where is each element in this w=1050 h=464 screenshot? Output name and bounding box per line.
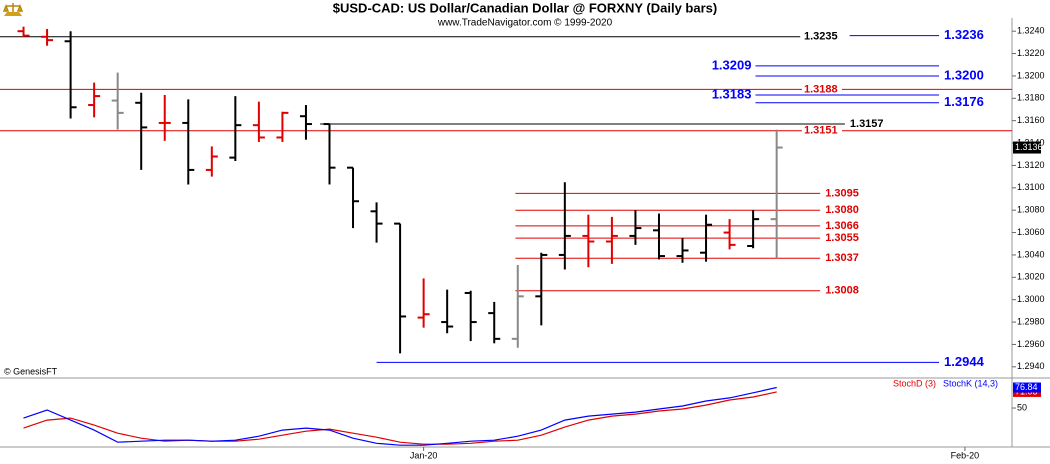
indicator-last-label: 76.84 (1015, 382, 1038, 392)
y-tick-label: 1.3080 (1017, 205, 1045, 215)
level-label: 1.3235 (804, 31, 838, 43)
legend-entry: StochD (3) (893, 378, 936, 388)
last-price-box (1013, 141, 1041, 154)
level-label: 1.3209 (712, 57, 752, 72)
level-label: 1.3008 (825, 285, 859, 297)
level-label-bg (802, 124, 842, 137)
y-tick-label: 1.2980 (1017, 316, 1045, 326)
y-tick-label: 1.3020 (1017, 272, 1045, 282)
y-tick-label: 1.3000 (1017, 294, 1045, 304)
chart-title: $USD-CAD: US Dollar/Canadian Dollar @ FO… (333, 0, 717, 15)
level-label: 1.3157 (850, 118, 884, 130)
indicator-line (23, 386, 777, 446)
y-tick-label: 1.3220 (1017, 48, 1045, 58)
x-tick-label: Jan-20 (410, 450, 438, 460)
level-label: 1.3151 (804, 125, 838, 137)
level-label: 1.3176 (944, 94, 984, 109)
level-label: 1.3236 (944, 27, 984, 42)
y-tick-label: 1.3060 (1017, 227, 1045, 237)
level-label: 1.3188 (804, 83, 838, 95)
y-tick-label: 1.2940 (1017, 361, 1045, 371)
logo (2, 3, 24, 16)
chart-subtitle: www.TradeNavigator.com © 1999-2020 (437, 18, 613, 29)
indicator-line (23, 391, 777, 445)
legend-entry: StochK (14,3) (943, 378, 998, 388)
level-label: 1.3183 (712, 86, 752, 101)
y-tick-label: 1.2960 (1017, 339, 1045, 349)
level-label: 1.3037 (825, 252, 859, 264)
level-label-bg (802, 83, 842, 96)
x-tick-label: Feb-20 (951, 450, 980, 460)
level-label: 1.3066 (825, 220, 859, 232)
credit: © GenesisFT (4, 366, 58, 376)
y-tick-label: 1.3240 (1017, 26, 1045, 36)
y-tick-label: 1.3160 (1017, 115, 1045, 125)
y-tick-label: 1.3180 (1017, 93, 1045, 103)
y-tick-label: 1.3100 (1017, 182, 1045, 192)
level-label-bg (802, 30, 842, 43)
y-tick-label: 1.3040 (1017, 249, 1045, 259)
level-label: 1.2944 (944, 354, 985, 369)
y-tick-label: 1.3120 (1017, 160, 1045, 170)
y-tick-label: 1.3200 (1017, 70, 1045, 80)
level-label: 1.3055 (825, 232, 859, 244)
level-label: 1.3080 (825, 204, 859, 216)
indicator-last-box (1013, 382, 1041, 393)
indicator-tick-label: 50 (1017, 402, 1027, 412)
level-label: 1.3200 (944, 67, 984, 82)
last-price-label: 1.3136 (1015, 142, 1043, 152)
level-label: 1.3095 (825, 187, 859, 199)
